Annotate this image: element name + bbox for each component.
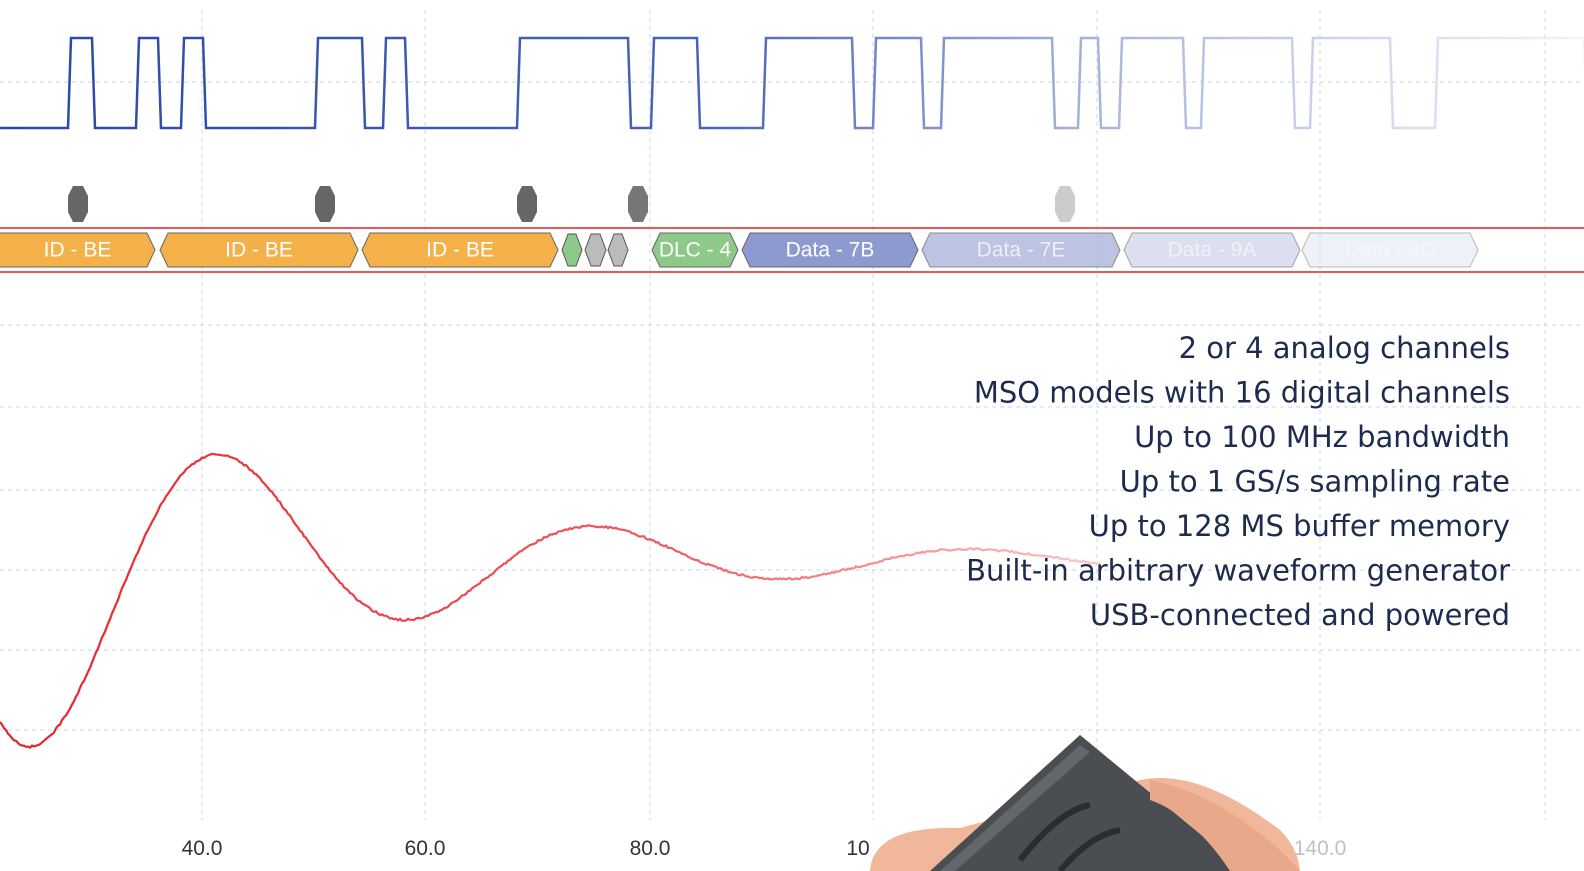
feature-line: USB-connected and powered — [1090, 598, 1510, 632]
digital-waveform — [0, 38, 1584, 128]
axis-label: 10 — [846, 837, 869, 860]
frame-marker — [517, 186, 537, 222]
feature-line: MSO models with 16 digital channels — [974, 376, 1510, 410]
decode-label: ID - BE — [44, 239, 112, 262]
analog-waveform — [0, 454, 1100, 748]
decode-bit — [608, 234, 628, 266]
decode-label: DLC - 4 — [659, 239, 732, 262]
axis-label: 140.0 — [1294, 837, 1347, 860]
axis-label: 60.0 — [405, 837, 446, 860]
device-in-hand — [870, 735, 1300, 871]
feature-line: 2 or 4 analog channels — [1179, 331, 1510, 365]
decode-label: Data - 7B — [786, 239, 875, 262]
axis-label: 40.0 — [182, 837, 223, 860]
frame-markers — [68, 186, 1075, 222]
feature-list: 2 or 4 analog channels MSO models with 16… — [966, 331, 1510, 632]
axis-label: 80.0 — [630, 837, 671, 860]
frame-marker — [315, 186, 335, 222]
decode-label: Data - 9C — [1345, 239, 1435, 262]
feature-line: Up to 100 MHz bandwidth — [1134, 420, 1510, 454]
decode-row: ID - BE ID - BE ID - BE DLC - 4 Data - 7B Dat… — [0, 233, 1478, 267]
decode-label: Data - 9A — [1168, 239, 1257, 262]
decode-bit — [562, 234, 582, 266]
feature-line: Built-in arbitrary waveform generator — [966, 554, 1510, 588]
feature-line: Up to 1 GS/s sampling rate — [1120, 465, 1510, 499]
decode-bit — [585, 234, 606, 266]
decode-label: ID - BE — [426, 239, 494, 262]
decode-label: Data - 7E — [977, 239, 1066, 262]
frame-marker — [68, 186, 88, 222]
frame-marker — [628, 186, 648, 222]
feature-line: Up to 128 MS buffer memory — [1089, 509, 1510, 543]
frame-marker — [1055, 186, 1075, 222]
grid — [0, 10, 1584, 820]
decode-label: ID - BE — [225, 239, 293, 262]
